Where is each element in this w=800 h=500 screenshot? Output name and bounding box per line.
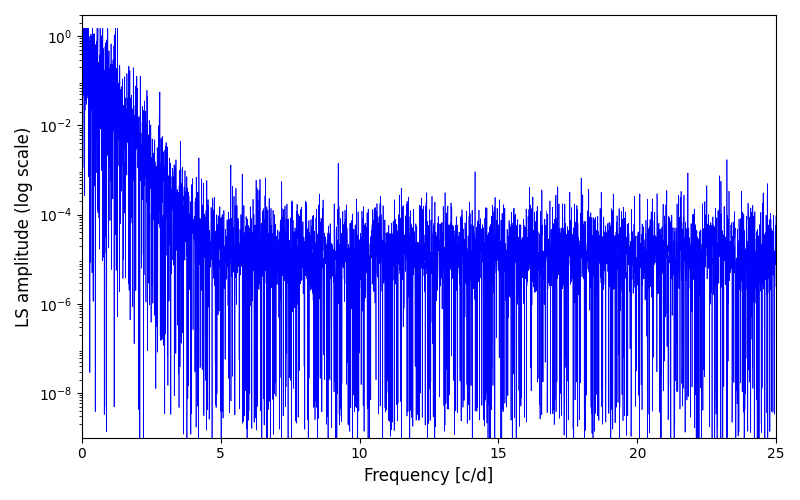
Y-axis label: LS amplitude (log scale): LS amplitude (log scale) (15, 126, 33, 326)
X-axis label: Frequency [c/d]: Frequency [c/d] (364, 467, 494, 485)
